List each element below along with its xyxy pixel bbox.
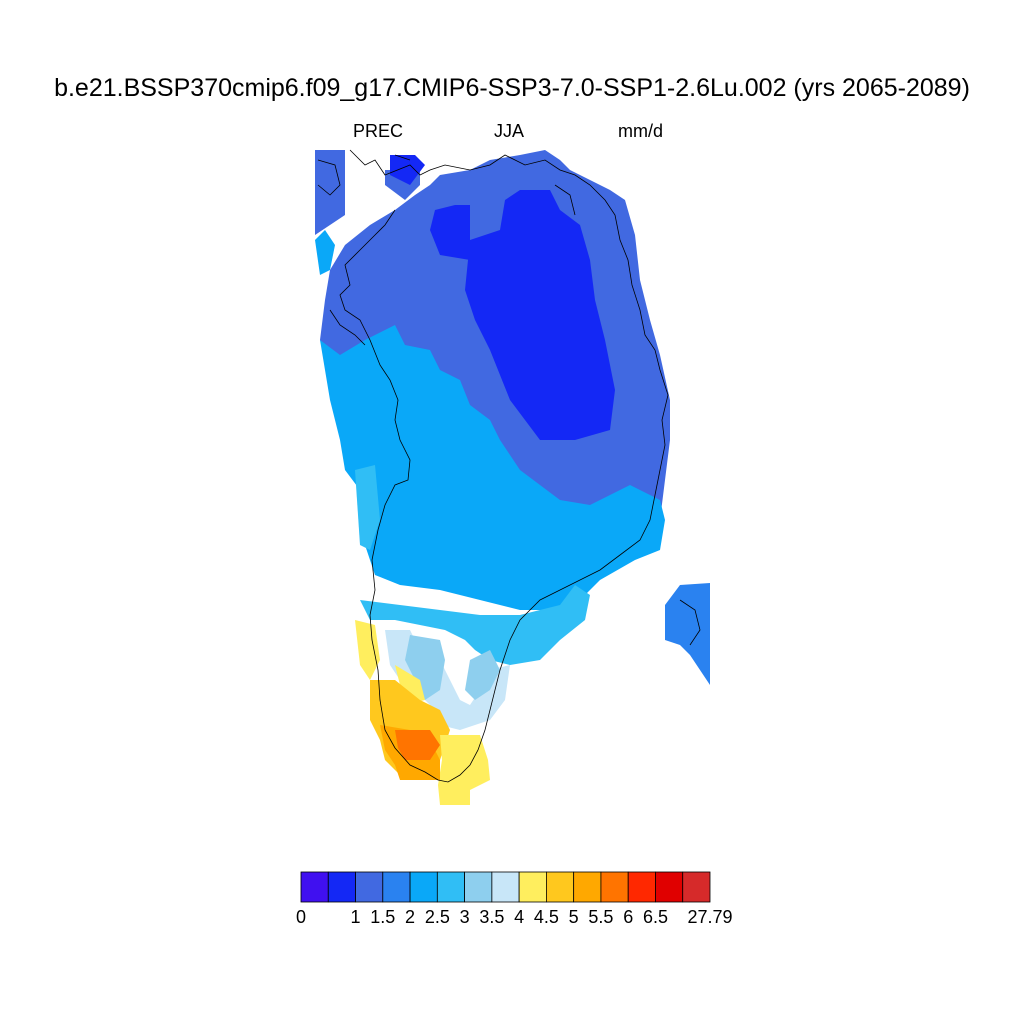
coastline-segment bbox=[394, 154, 411, 161]
colorbar-box bbox=[655, 871, 684, 903]
colorbar-box bbox=[327, 871, 356, 903]
colorbar-tick-label: 0 bbox=[296, 907, 306, 927]
colorbar-tick-label: 4.5 bbox=[534, 907, 559, 927]
precip-region-pale-blue bbox=[405, 635, 445, 700]
colorbar-tick-label: 27.79 bbox=[687, 907, 732, 927]
colorbar-box bbox=[409, 871, 438, 903]
coastline-segment bbox=[679, 599, 701, 646]
colorbar-box bbox=[682, 871, 711, 903]
precip-region-dark-blue bbox=[465, 190, 615, 440]
colorbar-box bbox=[600, 871, 629, 903]
colorbar-tick-label: 1.5 bbox=[370, 907, 395, 927]
colorbar-tick-label: 5 bbox=[569, 907, 579, 927]
precip-region-royal-blue bbox=[315, 150, 345, 235]
precip-region-sky bbox=[320, 325, 665, 610]
colorbar-box bbox=[491, 871, 520, 903]
colorbar-box bbox=[518, 871, 547, 903]
colorbar-box bbox=[546, 871, 575, 903]
colorbar-boxes bbox=[300, 871, 711, 903]
colorbar-box bbox=[464, 871, 493, 903]
colorbar-box bbox=[382, 871, 411, 903]
map-title: b.e21.BSSP370cmip6.f09_g17.CMIP6-SSP3-7.… bbox=[54, 74, 970, 102]
coastline-segment bbox=[339, 149, 669, 783]
colorbar-tick-label: 3 bbox=[460, 907, 470, 927]
colorbar-box bbox=[300, 871, 329, 903]
colorbar-tick-label: 1 bbox=[351, 907, 361, 927]
colorbar-box bbox=[436, 871, 465, 903]
colorbar-box bbox=[355, 871, 384, 903]
precip-region-yellow bbox=[355, 620, 380, 680]
colorbar-tick-label: 2 bbox=[405, 907, 415, 927]
colorbar-tick-label: 6 bbox=[623, 907, 633, 927]
precip-field bbox=[315, 150, 710, 805]
precip-region-dark-blue bbox=[390, 155, 425, 185]
precip-region-blue bbox=[665, 583, 710, 685]
colorbar-labels: 0 1 1.5 2 2.5 3 3.5 4 4.5 5 5.5 6 6.5 27.79 bbox=[296, 907, 733, 927]
precip-region-light-sky bbox=[360, 585, 590, 665]
variable-label: PREC bbox=[353, 121, 404, 141]
precip-region-dark-orange bbox=[395, 730, 440, 760]
colorbar-tick-label: 6.5 bbox=[643, 907, 668, 927]
precip-region-light-sky bbox=[355, 465, 380, 550]
units-label: mm/d bbox=[618, 121, 663, 141]
colorbar-box bbox=[627, 871, 656, 903]
colorbar-tick-label: 3.5 bbox=[479, 907, 504, 927]
precip-region-pale-blue bbox=[465, 650, 500, 700]
coastline-segment bbox=[329, 309, 366, 346]
coastline-segment bbox=[554, 184, 576, 216]
colorbar-tick-label: 4 bbox=[514, 907, 524, 927]
precip-region-sky bbox=[315, 230, 335, 275]
colorbar-tick-label: 5.5 bbox=[588, 907, 613, 927]
coastline-segment bbox=[317, 159, 341, 196]
colorbar-tick-label: 2.5 bbox=[425, 907, 450, 927]
precip-region-dark-blue bbox=[430, 205, 470, 260]
colorbar-box bbox=[573, 871, 602, 903]
season-label: JJA bbox=[494, 121, 525, 141]
coastline bbox=[317, 149, 701, 783]
